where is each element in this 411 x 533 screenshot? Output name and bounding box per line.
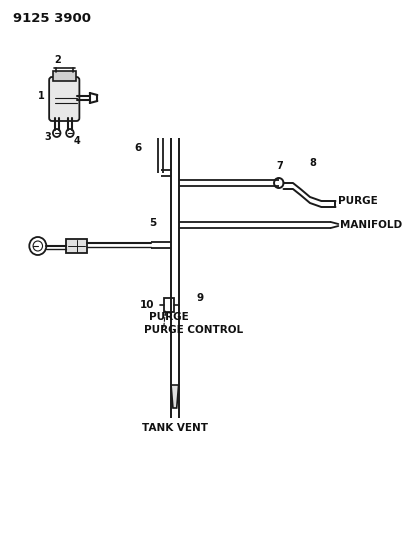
Text: PURGE CONTROL: PURGE CONTROL [143, 325, 243, 335]
Text: 5: 5 [149, 218, 157, 228]
Text: PURGE: PURGE [149, 312, 189, 322]
FancyBboxPatch shape [53, 71, 76, 81]
Text: 1: 1 [38, 91, 44, 101]
Text: 9: 9 [196, 293, 204, 303]
Text: 2: 2 [54, 55, 60, 65]
Text: 9125 3900: 9125 3900 [13, 12, 91, 25]
Text: TANK VENT: TANK VENT [142, 423, 208, 433]
Text: 10: 10 [140, 300, 155, 310]
Bar [66, 239, 87, 253]
Text: 3: 3 [44, 132, 51, 142]
Polygon shape [171, 385, 179, 408]
Bar [164, 298, 174, 312]
Text: PURGE: PURGE [338, 196, 378, 206]
Text: 8: 8 [309, 158, 316, 168]
Text: 7: 7 [276, 161, 283, 171]
Text: MANIFOLD: MANIFOLD [340, 220, 402, 230]
FancyBboxPatch shape [49, 77, 79, 121]
Text: 4: 4 [74, 136, 81, 146]
Text: 6: 6 [134, 143, 141, 153]
